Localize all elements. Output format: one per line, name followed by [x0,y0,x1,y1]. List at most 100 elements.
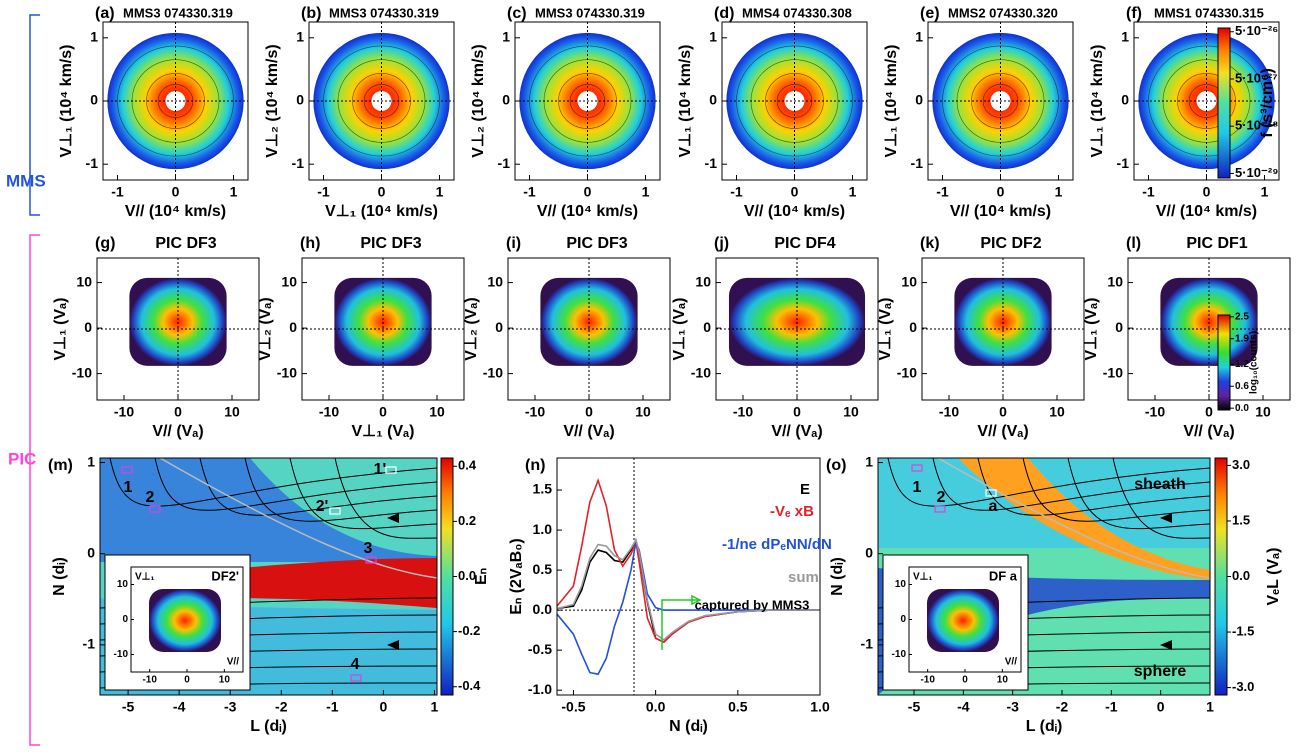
panel [921,257,1085,401]
field-line [1022,457,1211,522]
panel-title: MMS3 074330.319 [123,5,233,20]
x-tick-label: 1 [1206,699,1214,715]
x-tick-label: -10 [525,404,545,420]
x-axis-label: N (dᵢ) [669,718,708,735]
x-axis-label: V⊥₁ (Vₐ) [351,423,414,440]
inset-label: DF a [989,568,1018,583]
group-bracket [29,234,40,746]
legend-entry: -1/ne dPₑNN/dN [722,536,832,553]
x-axis-label: V// (10⁴ km/s) [744,203,845,220]
y-tick-label: -10 [483,364,503,380]
colorbar-tick-label: 0.4 [458,458,477,473]
contour [942,45,1059,157]
y-tick-label: 10 [487,273,503,289]
y-tick-label: 0 [1115,319,1123,335]
x-tick-label: 0.0 [646,699,666,715]
field-image [100,458,437,562]
panel-label: (o) [826,457,846,474]
panel [96,257,260,401]
panel-label: (e) [920,5,940,22]
y-axis-label: V⊥₁ (Vₐ) [671,297,688,360]
panel-title: MMS3 074330.319 [329,5,439,20]
x-tick-label: 0 [793,404,801,420]
x-tick-label: -10 [733,404,753,420]
x-tick-label: 1 [436,184,444,200]
group-label: MMS [6,171,46,190]
colorbar-tick-label: 1.5 [1232,512,1250,527]
x-tick-label: 10 [429,404,445,420]
x-tick-label: 10 [843,404,859,420]
group-bracket [29,14,40,216]
panel [715,257,879,401]
x-axis-label: V// (Vₐ) [977,423,1028,440]
y-tick-label: 1 [1121,29,1129,45]
location-box [329,507,341,515]
contour [323,45,440,157]
x-tick-label: 1.0 [810,699,830,715]
y-axis-label: V⊥₁ (Vₐ) [1083,297,1100,360]
y-tick-label: 0 [915,92,923,108]
y-tick-label: 10 [695,273,711,289]
annotation: 1 [913,479,922,496]
colorbar-tick-label: 2.5 [1235,311,1249,322]
y-tick-label: 0 [296,92,304,108]
inset-tick-label: 10 [219,675,231,686]
x-tick-label: -1 [111,184,124,200]
field-line [1067,457,1211,530]
field-image [220,558,437,608]
panel-title: PIC DF1 [1186,235,1247,252]
y-tick-label: -10 [897,364,917,380]
x-axis-label: V// (Vₐ) [1183,423,1234,440]
colorbar-tick-label: 5·10⁻²⁶ [1235,23,1278,38]
x-tick-label: 0 [1203,184,1211,200]
y-tick-label: 0 [84,319,92,335]
distribution-image [129,277,227,366]
x-tick-label: -1 [326,699,339,715]
x-axis-label: V// (10⁴ km/s) [1156,203,1257,220]
y-tick-label: -10 [1103,364,1123,380]
x-axis-label: L (dᵢ) [250,718,287,735]
panel-label: (j) [714,235,729,252]
x-tick-label: -4 [173,699,186,715]
panel-title: PIC DF2 [980,235,1041,252]
panel-label: (d) [714,5,734,22]
x-tick-label: -10 [939,404,959,420]
y-tick-label: -1 [705,155,718,171]
x-tick-label: -10 [1145,404,1165,420]
annotation: 3 [364,540,373,557]
x-tick-label: -2 [275,699,288,715]
colorbar-label: Eₙ [473,568,490,585]
y-tick-label: 1 [87,453,95,469]
panel-title: MMS3 074330.319 [535,5,645,20]
panel-label: (m) [48,457,73,474]
panel-title: PIC DF3 [155,235,216,252]
y-axis-label: N (dᵢ) [51,557,68,596]
x-tick-label: 10 [1049,404,1065,420]
colorbar-tick-label: 3.0 [1232,457,1250,472]
y-tick-label: 0 [709,92,717,108]
colorbar-tick-label: 0.2 [458,513,476,528]
colorbar-tick-label: 0.0 [1232,568,1250,583]
y-tick-label: 1.5 [533,481,553,497]
panel-title: PIC DF4 [774,235,835,252]
y-tick-label: -1 [911,155,924,171]
panel-label: (k) [920,235,940,252]
contour [117,45,234,157]
field-line [109,457,438,507]
colorbar-tick-label: -0.2 [458,623,480,638]
y-tick-label: -1 [1117,155,1130,171]
panel-title: PIC DF3 [360,235,421,252]
y-axis-label: V⊥₁ (10⁴ km/s) [58,45,75,158]
annotation: 2' [316,498,329,515]
series-line [556,538,820,644]
colorbar-tick-label: -1.5 [1232,623,1254,638]
annotation: 1 [124,479,133,496]
x-tick-label: 0 [791,184,799,200]
legend-entry: -Vₑ xB [770,503,814,520]
x-axis-label: V// (Vₐ) [563,423,614,440]
x-tick-label: 0 [379,404,387,420]
y-axis-label: V⊥₁ (10⁴ km/s) [883,45,900,158]
y-tick-label: -1 [861,636,874,652]
panel [721,21,868,181]
y-tick-label: 0 [289,319,297,335]
